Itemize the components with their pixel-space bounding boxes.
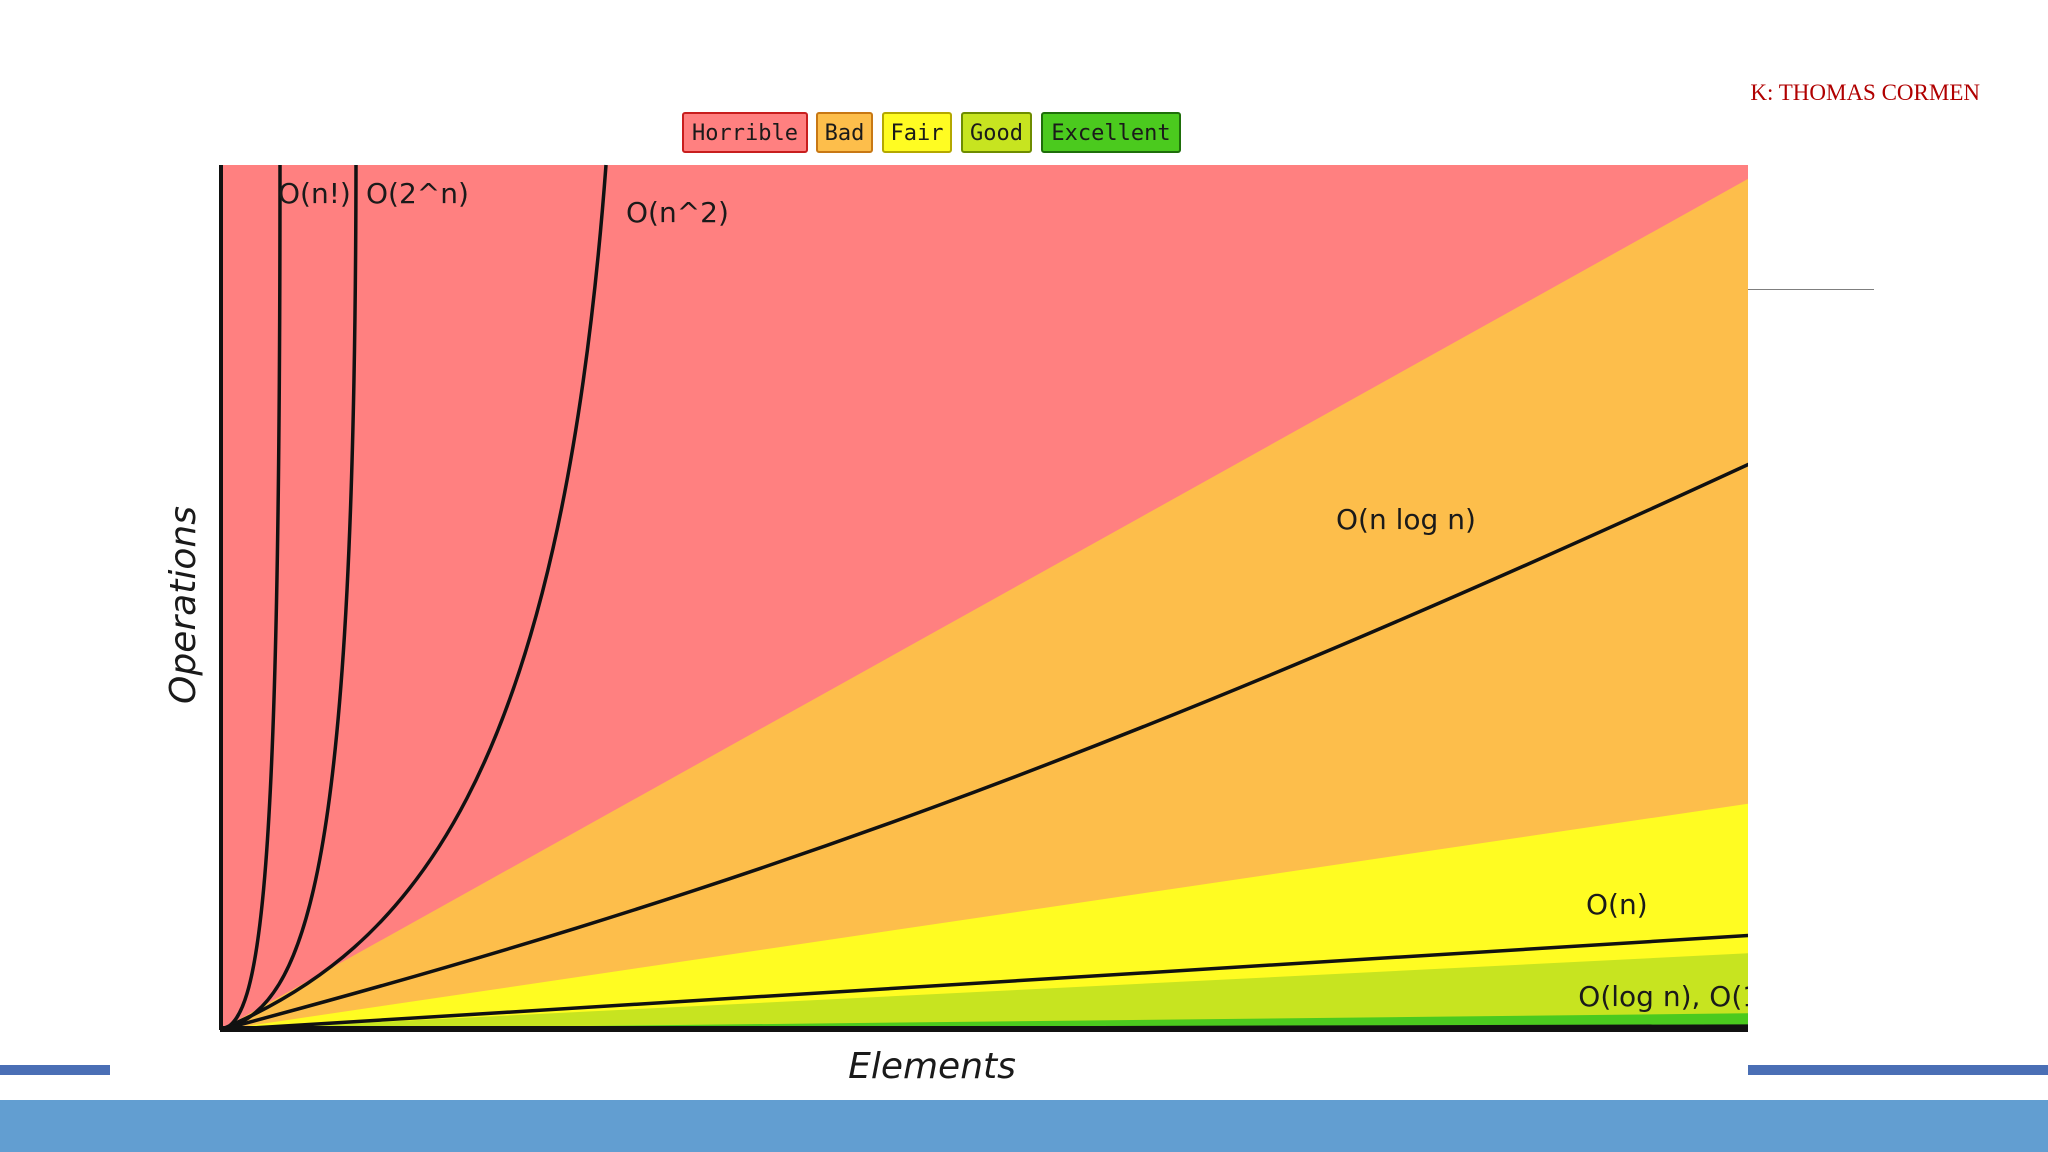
curve-label-quadratic: O(n^2) [626,196,729,229]
curve-linear [219,933,1748,1032]
legend-box-excellent [1041,112,1181,153]
region-bad [220,178,1748,1030]
legend-box-fair [882,112,952,153]
legend-label-excellent: Excellent [1051,121,1170,146]
legend-box-good [961,112,1032,153]
y-axis-title: Operations [163,506,204,704]
legend-box-bad [816,112,873,153]
legend-label-bad: Bad [825,121,865,146]
legend-label-horrible: Horrible [692,121,798,146]
curve-label-exponential: O(2^n) [366,177,469,210]
curve-quadratic [219,164,608,1032]
x-axis-title: Elements [848,1046,1016,1087]
curve-labels: O(n!) O(2^n) O(n^2) O(n log n) O(n) O(lo… [278,177,1748,1013]
divider-line [1748,289,1874,290]
region-good [220,953,1748,1030]
axes [219,165,1748,1032]
legend-box-horrible [682,112,808,153]
regions [220,165,1748,1030]
legend-label-fair: Fair [891,121,944,146]
curve-label-constant: O(log n), O(1) [1578,980,1748,1013]
footer-band [0,1100,2048,1152]
curve-label-linear: O(n) [1586,888,1648,921]
author-credit: K: THOMAS CORMEN [1750,80,1980,105]
legend-label-good: Good [970,121,1023,146]
complexity-chart: Horrible Bad Fair Good Excellent O(n!) O… [163,112,1748,1087]
chart-panel: Horrible Bad Fair Good Excellent O(n!) O… [110,0,1748,1100]
legend: Horrible Bad Fair Good Excellent [682,112,1181,153]
curve-label-factorial: O(n!) [278,177,351,210]
curve-nlogn [219,462,1748,1032]
curve-label-nlogn: O(n log n) [1336,503,1476,536]
curve-factorial [219,164,282,1032]
